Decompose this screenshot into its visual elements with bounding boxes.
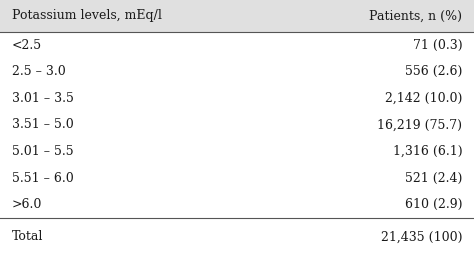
Text: 1,316 (6.1): 1,316 (6.1) [392, 145, 462, 158]
Text: <2.5: <2.5 [12, 39, 42, 52]
Text: 2,142 (10.0): 2,142 (10.0) [385, 92, 462, 105]
Text: Potassium levels, mEq/l: Potassium levels, mEq/l [12, 9, 162, 23]
Text: Patients, n (%): Patients, n (%) [369, 9, 462, 23]
Text: 5.01 – 5.5: 5.01 – 5.5 [12, 145, 73, 158]
Text: 556 (2.6): 556 (2.6) [405, 65, 462, 78]
Text: 521 (2.4): 521 (2.4) [405, 172, 462, 185]
Text: 2.5 – 3.0: 2.5 – 3.0 [12, 65, 65, 78]
Text: Total: Total [12, 230, 43, 244]
Text: 610 (2.9): 610 (2.9) [405, 198, 462, 211]
Text: 5.51 – 6.0: 5.51 – 6.0 [12, 172, 73, 185]
Text: 71 (0.3): 71 (0.3) [412, 39, 462, 52]
Text: 3.51 – 5.0: 3.51 – 5.0 [12, 119, 73, 132]
Text: 21,435 (100): 21,435 (100) [381, 230, 462, 244]
Text: 3.01 – 3.5: 3.01 – 3.5 [12, 92, 74, 105]
Text: >6.0: >6.0 [12, 198, 42, 211]
FancyBboxPatch shape [0, 0, 474, 32]
Text: 16,219 (75.7): 16,219 (75.7) [377, 119, 462, 132]
